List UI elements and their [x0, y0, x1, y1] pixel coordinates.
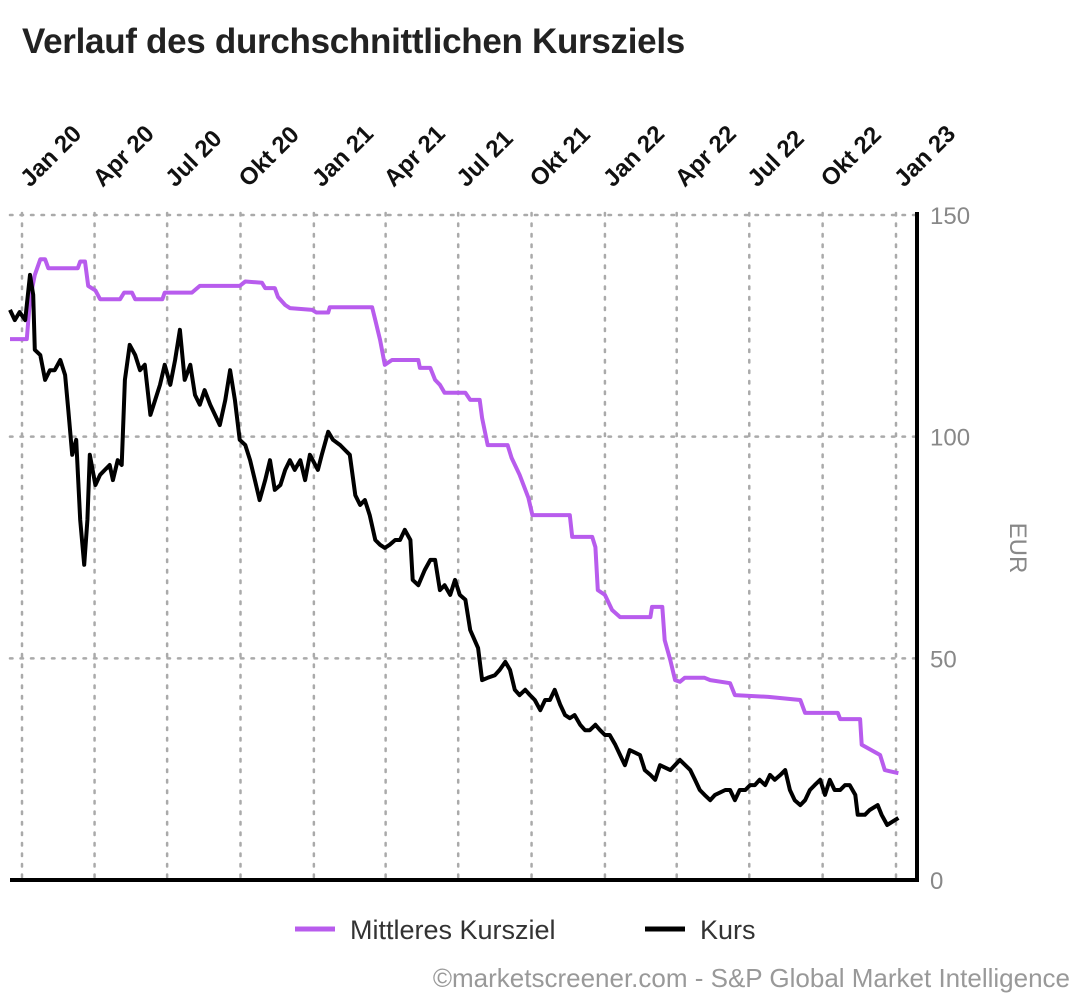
x-tick-label: Jan 23	[889, 120, 961, 192]
y-tick-label: 100	[930, 425, 970, 452]
y-tick-label: 50	[930, 646, 957, 673]
x-tick-label: Jul 20	[160, 125, 227, 192]
x-tick-label: Okt 22	[816, 121, 887, 192]
y-axis-label: EUR	[1004, 523, 1031, 574]
x-tick-label: Okt 20	[234, 121, 305, 192]
x-tick-label: Jul 21	[451, 125, 518, 192]
x-tick-label: Apr 21	[379, 120, 451, 192]
x-tick-label: Apr 22	[670, 120, 742, 192]
legend-label: Mittleres Kursziel	[350, 915, 556, 945]
y-tick-label: 0	[930, 868, 943, 895]
series-line-kurs	[8, 272, 900, 827]
x-tick-label: Apr 20	[88, 120, 160, 192]
x-tick-label: Jan 22	[598, 120, 670, 192]
x-tick-label: Okt 21	[525, 121, 596, 192]
legend-label: Kurs	[700, 915, 756, 945]
x-tick-label: Jan 20	[15, 120, 87, 192]
x-tick-label: Jan 21	[307, 120, 379, 192]
chart-title: Verlauf des durchschnittlichen Kursziels	[22, 22, 685, 61]
x-tick-label: Jul 22	[742, 125, 809, 192]
y-tick-label: 150	[930, 203, 970, 230]
series-line-mittleres-kursziel	[10, 257, 899, 776]
footer-credit: ©marketscreener.com - S&P Global Market …	[433, 963, 1070, 993]
